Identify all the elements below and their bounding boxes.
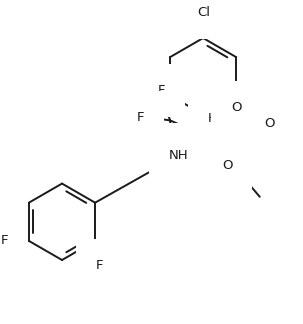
- Text: F: F: [96, 259, 103, 272]
- Text: NH: NH: [169, 149, 189, 162]
- Text: F: F: [158, 84, 165, 97]
- Text: F: F: [169, 143, 177, 156]
- Text: HN: HN: [207, 112, 227, 125]
- Text: Cl: Cl: [197, 6, 210, 19]
- Text: F: F: [137, 111, 145, 124]
- Text: O: O: [222, 159, 233, 172]
- Text: O: O: [231, 101, 241, 114]
- Text: F: F: [1, 234, 8, 248]
- Text: O: O: [264, 117, 275, 130]
